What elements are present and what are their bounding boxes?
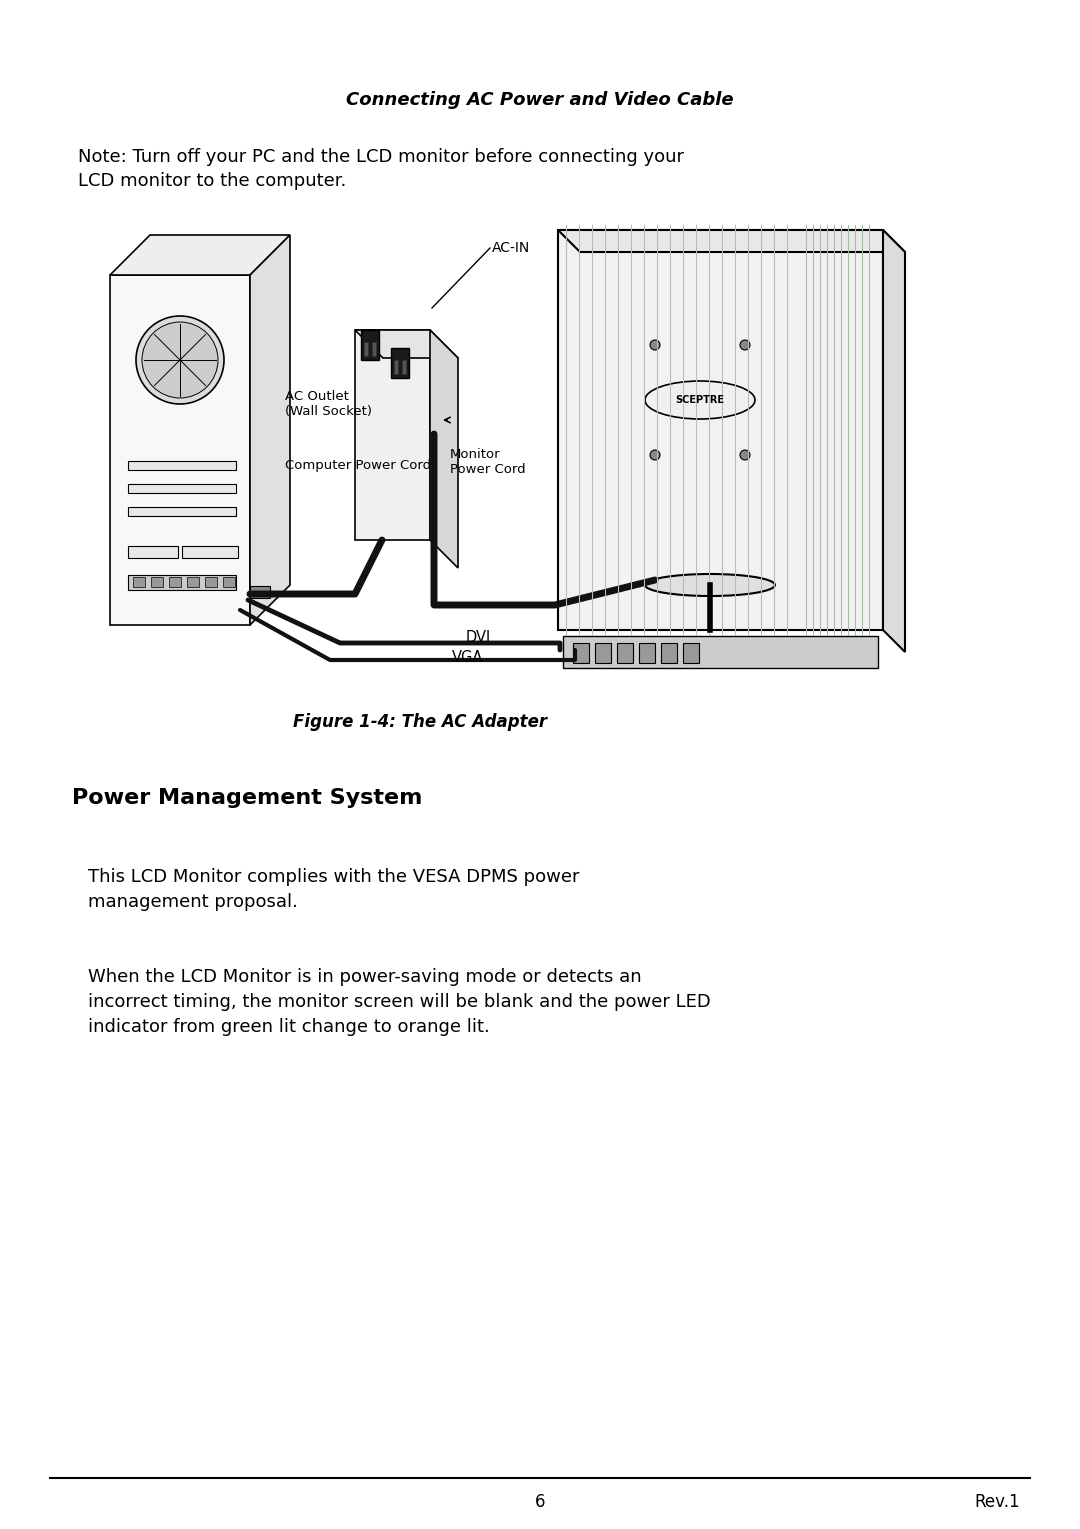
Polygon shape	[110, 235, 291, 275]
Bar	[364, 342, 368, 356]
Bar	[573, 644, 589, 664]
Circle shape	[740, 339, 750, 350]
Text: VGA: VGA	[453, 650, 484, 665]
Ellipse shape	[645, 573, 775, 596]
Polygon shape	[558, 229, 883, 630]
Text: Power Management System: Power Management System	[72, 787, 422, 807]
Circle shape	[650, 339, 660, 350]
Bar	[639, 644, 654, 664]
Polygon shape	[430, 330, 458, 567]
Text: DVI: DVI	[465, 630, 490, 645]
Text: Connecting AC Power and Video Cable: Connecting AC Power and Video Cable	[347, 92, 733, 109]
Text: AC-IN: AC-IN	[492, 242, 530, 255]
Bar	[129, 508, 237, 515]
Circle shape	[740, 450, 750, 460]
Polygon shape	[355, 330, 458, 358]
Circle shape	[141, 323, 218, 398]
Bar	[595, 644, 611, 664]
Text: Figure 1-4: The AC Adapter: Figure 1-4: The AC Adapter	[293, 713, 548, 731]
Text: Computer Power Cord: Computer Power Cord	[285, 459, 431, 471]
Text: Rev.1: Rev.1	[974, 1492, 1020, 1511]
Bar	[151, 576, 163, 587]
Bar	[129, 462, 237, 469]
Circle shape	[650, 450, 660, 460]
Bar	[205, 576, 217, 587]
Bar	[391, 349, 409, 378]
Bar	[563, 636, 878, 668]
Bar	[249, 586, 270, 598]
Text: 6: 6	[535, 1492, 545, 1511]
Bar	[372, 342, 376, 356]
Bar	[129, 575, 237, 590]
Bar	[402, 359, 406, 375]
Text: Monitor
Power Cord: Monitor Power Cord	[450, 448, 526, 476]
Polygon shape	[110, 275, 249, 625]
Text: This LCD Monitor complies with the VESA DPMS power
management proposal.: This LCD Monitor complies with the VESA …	[87, 868, 580, 911]
Ellipse shape	[645, 381, 755, 419]
Polygon shape	[883, 229, 905, 651]
Bar	[361, 330, 379, 359]
Bar	[187, 576, 199, 587]
Text: When the LCD Monitor is in power-saving mode or detects an
incorrect timing, the: When the LCD Monitor is in power-saving …	[87, 968, 711, 1037]
Bar	[617, 644, 633, 664]
Polygon shape	[558, 229, 905, 252]
Circle shape	[136, 317, 224, 404]
Bar	[133, 576, 145, 587]
Text: AC Outlet
(Wall Socket): AC Outlet (Wall Socket)	[285, 390, 372, 417]
Bar	[661, 644, 677, 664]
Text: SCEPTRE: SCEPTRE	[675, 394, 725, 405]
Polygon shape	[355, 330, 430, 540]
Bar	[222, 576, 235, 587]
Bar	[183, 546, 238, 558]
Bar	[394, 359, 399, 375]
Polygon shape	[249, 235, 291, 625]
Bar	[168, 576, 181, 587]
Bar	[129, 485, 237, 492]
Text: Note: Turn off your PC and the LCD monitor before connecting your
LCD monitor to: Note: Turn off your PC and the LCD monit…	[78, 148, 684, 190]
Bar	[129, 546, 178, 558]
Bar	[683, 644, 699, 664]
